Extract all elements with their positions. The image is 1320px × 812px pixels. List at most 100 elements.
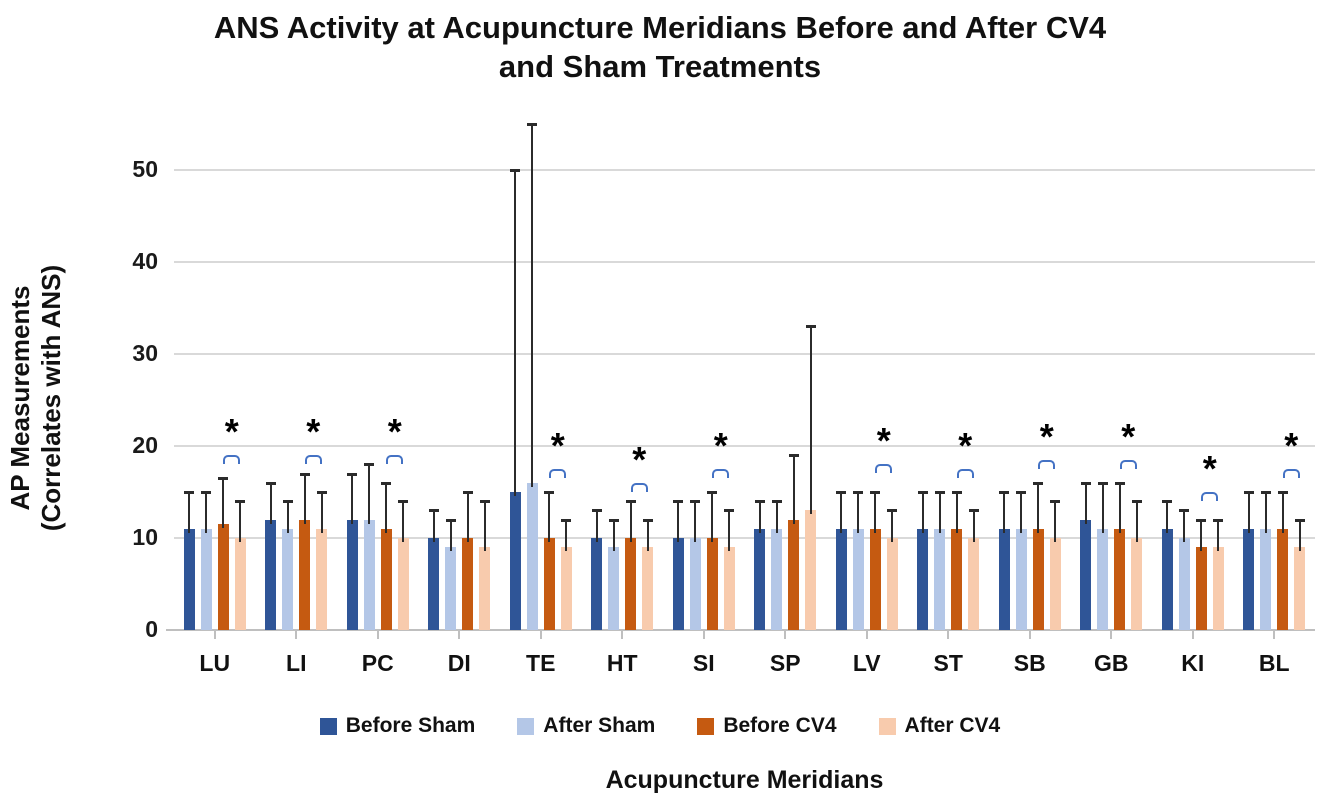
y-tick-label: 10 <box>132 524 158 550</box>
error-bar-line <box>1200 519 1203 552</box>
error-bar-cap <box>690 500 701 504</box>
error-bar-cap <box>510 169 521 172</box>
error-bar-cap <box>299 472 310 476</box>
legend-swatch <box>697 717 715 735</box>
y-tick-label: 0 <box>145 616 158 642</box>
chart-title: ANS Activity at Acupuncture Meridians Be… <box>0 8 1320 86</box>
x-axis-line <box>166 629 1315 631</box>
x-category-label: KI <box>1181 650 1205 676</box>
error-bar-line <box>205 492 208 533</box>
bar-si-after-sham <box>689 538 701 630</box>
bar-lv-before-cv4 <box>869 528 881 630</box>
error-bar-cap <box>445 518 456 522</box>
error-bar-line <box>758 501 761 533</box>
x-axis-tick <box>621 631 624 639</box>
bar-li-after-sham <box>282 528 294 630</box>
bar-si-after-cv4 <box>723 547 735 630</box>
bar-sp-after-sham <box>771 528 783 630</box>
error-bar-line <box>711 492 714 542</box>
sig-asterisk: * <box>632 438 647 480</box>
bar-gb-after-sham <box>1097 528 1109 630</box>
error-bar-cap <box>561 518 572 522</box>
sig-asterisk: * <box>224 411 239 453</box>
x-category-label: PC <box>361 650 394 676</box>
error-bar-cap <box>771 500 782 504</box>
error-bar-cap <box>1243 491 1254 494</box>
error-bar-cap <box>1213 518 1224 522</box>
bar-sp-before-cv4 <box>788 519 800 630</box>
error-bar-line <box>514 170 517 496</box>
error-bar-cap <box>836 491 847 494</box>
sig-bracket <box>630 482 648 492</box>
bar-sb-after-sham <box>1015 528 1027 630</box>
error-bar-cap <box>707 491 718 494</box>
bar-ki-before-sham <box>1161 528 1173 630</box>
error-bar-cap <box>642 518 653 522</box>
error-bar-cap <box>544 491 555 494</box>
bar-pc-after-sham <box>363 519 375 630</box>
error-bar-line <box>629 501 632 542</box>
error-bar-line <box>385 482 388 533</box>
bar-bl-before-cv4 <box>1277 528 1289 630</box>
error-bar-cap <box>381 481 392 485</box>
bar-te-after-sham <box>526 482 538 630</box>
bar-te-before-sham <box>509 492 521 630</box>
error-bar-cap <box>968 509 979 513</box>
error-bar-cap <box>887 509 898 513</box>
error-bar-cap <box>805 325 816 329</box>
error-bar-line <box>1101 482 1104 533</box>
error-bar-cap <box>673 500 684 504</box>
error-bar-line <box>483 501 486 552</box>
error-bar-cap <box>951 491 962 494</box>
sig-asterisk: * <box>387 411 402 453</box>
error-bar-line <box>1264 492 1267 533</box>
bar-bl-before-sham <box>1243 528 1255 630</box>
y-tick-label: 20 <box>132 432 158 458</box>
error-bar-line <box>531 124 534 487</box>
x-axis-tick <box>376 631 379 639</box>
x-axis-tick <box>1273 631 1276 639</box>
error-bar-line <box>595 510 598 542</box>
error-bar-cap <box>1033 481 1044 485</box>
bar-lu-after-cv4 <box>234 538 246 630</box>
bar-bl-after-sham <box>1260 528 1272 630</box>
x-category-label: DI <box>447 650 471 676</box>
error-bar-line <box>1298 519 1301 552</box>
bar-di-after-sham <box>445 547 457 630</box>
error-bar-cap <box>347 472 358 476</box>
error-bar-cap <box>625 500 636 504</box>
error-bar-line <box>351 473 354 524</box>
legend-item: Before Sham <box>319 714 475 738</box>
bar-lv-before-sham <box>835 528 847 630</box>
error-bar-line <box>677 501 680 542</box>
error-bar-line <box>972 510 975 542</box>
sig-asterisk: * <box>550 425 565 466</box>
error-bar-cap <box>201 491 212 494</box>
error-bar-cap <box>479 500 490 504</box>
error-bar-line <box>1003 492 1006 533</box>
error-bar-cap <box>1050 500 1061 504</box>
error-bar-line <box>188 492 191 533</box>
error-bar-cap <box>364 463 375 467</box>
error-bar-cap <box>788 454 799 458</box>
error-bar-line <box>921 492 924 533</box>
error-bar-cap <box>853 491 864 494</box>
legend-label: Before CV4 <box>723 714 837 737</box>
sig-asterisk: * <box>306 411 321 453</box>
bar-st-before-sham <box>917 528 929 630</box>
error-bar-line <box>646 519 649 552</box>
sig-bracket <box>1282 469 1300 478</box>
error-bar-cap <box>462 491 473 494</box>
error-bar-line <box>286 501 289 533</box>
x-axis-tick <box>784 631 787 639</box>
error-bar-cap <box>934 491 945 494</box>
error-bar-line <box>1054 501 1057 542</box>
error-bar-line <box>1118 482 1121 533</box>
bar-sp-before-sham <box>754 528 766 630</box>
error-bar-cap <box>235 500 246 504</box>
error-bar-line <box>565 519 568 552</box>
x-category-label: TE <box>526 650 556 676</box>
x-category-label: LI <box>286 650 307 676</box>
gridline <box>174 169 1315 171</box>
bar-sb-before-cv4 <box>1032 528 1044 630</box>
